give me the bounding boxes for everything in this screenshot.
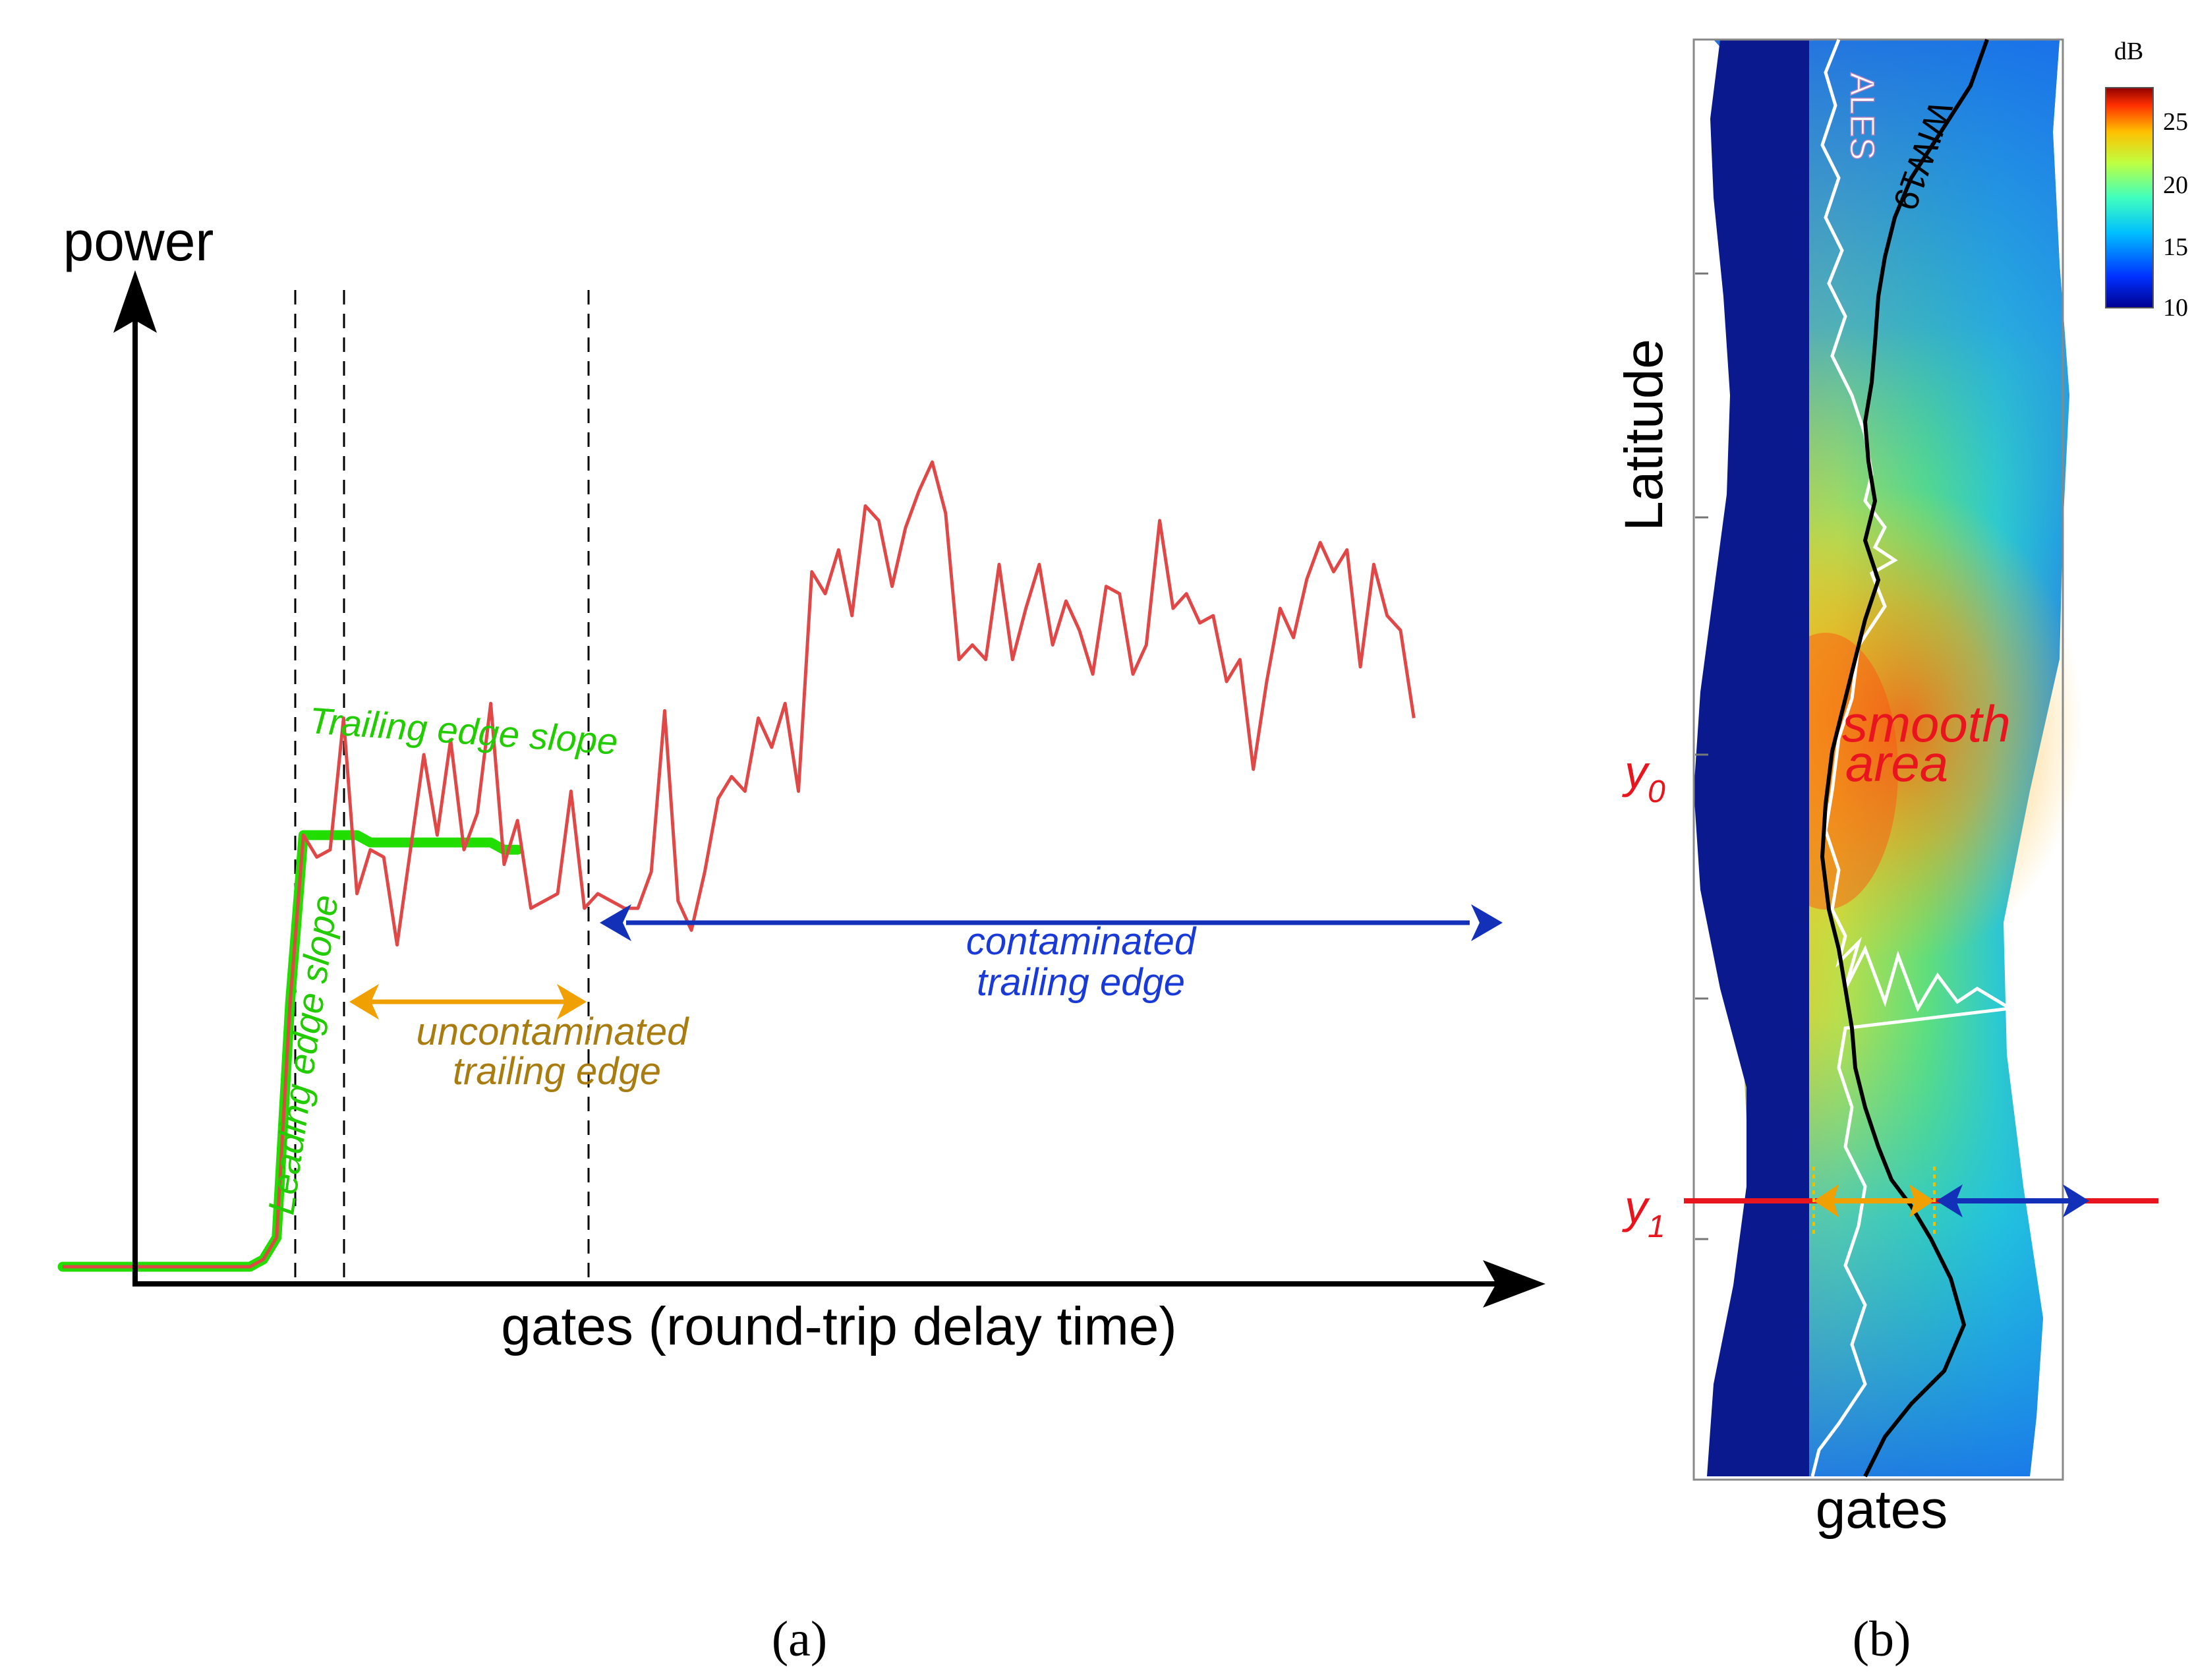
- y-axis-arrowhead: [113, 270, 157, 333]
- colorbar-tick-25: 25: [2163, 108, 2188, 136]
- wiw19-retracker-line: [1820, 38, 1989, 1478]
- latitude-label: Latitude: [1614, 339, 1674, 531]
- y0-label: y0: [1622, 746, 1665, 809]
- colorbar-unit: dB: [2114, 38, 2143, 65]
- contaminated-label-1: contaminated: [966, 920, 1197, 963]
- gates-label: gates: [1816, 1480, 1948, 1540]
- panel-a: power gates (round-trip delay time) Lead…: [57, 210, 1545, 1667]
- colorbar-tick-15: 15: [2163, 233, 2188, 261]
- panel-b: ALES WIW19 smooth area y0 y1 Latitude ga…: [1614, 38, 2188, 1667]
- trailing-slope-label: Trailing edge slope: [308, 699, 619, 763]
- caption-b: (b): [1853, 1611, 1911, 1667]
- uncontaminated-arrow: [349, 984, 587, 1020]
- caption-a: (a): [772, 1611, 827, 1667]
- y-axis-label: power: [63, 210, 214, 272]
- colorbar-tick-20: 20: [2163, 171, 2188, 199]
- colorbar-gradient: [2105, 87, 2154, 308]
- leading-edge-label: Leading edge slope: [260, 892, 345, 1217]
- waveform-line: [63, 460, 1416, 1269]
- smooth-area-label-2: area: [1845, 734, 1948, 792]
- x-axis-label: gates (round-trip delay time): [501, 1296, 1176, 1356]
- colorbar: dB 25 20 15 10: [2105, 38, 2188, 322]
- contaminated-label-2: trailing edge: [977, 961, 1185, 1004]
- ales-label: ALES: [1843, 72, 1881, 160]
- radargram-heatmap: [1692, 38, 2083, 1481]
- x-axis-arrowhead: [1483, 1260, 1545, 1308]
- uncontaminated-label-2: trailing edge: [453, 1050, 661, 1093]
- uncontaminated-label-1: uncontaminated: [417, 1010, 689, 1053]
- colorbar-tick-10: 10: [2163, 294, 2188, 322]
- contaminated-arrow: [600, 904, 1503, 941]
- ales-retracker-line: [1810, 39, 2015, 1477]
- y1-label: y1: [1622, 1181, 1665, 1244]
- smooth-area-label-1: smooth: [1842, 695, 2011, 753]
